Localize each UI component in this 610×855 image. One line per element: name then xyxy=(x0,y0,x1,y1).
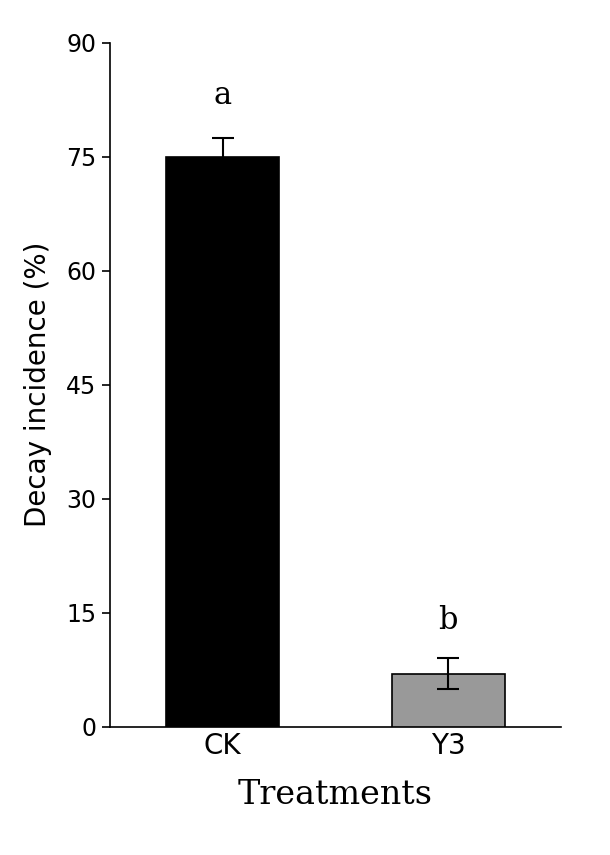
Text: a: a xyxy=(214,80,232,111)
Bar xyxy=(392,674,504,727)
X-axis label: Treatments: Treatments xyxy=(238,779,433,811)
Y-axis label: Decay incidence (%): Decay incidence (%) xyxy=(24,242,52,528)
Bar xyxy=(166,156,279,727)
Text: b: b xyxy=(439,604,458,635)
